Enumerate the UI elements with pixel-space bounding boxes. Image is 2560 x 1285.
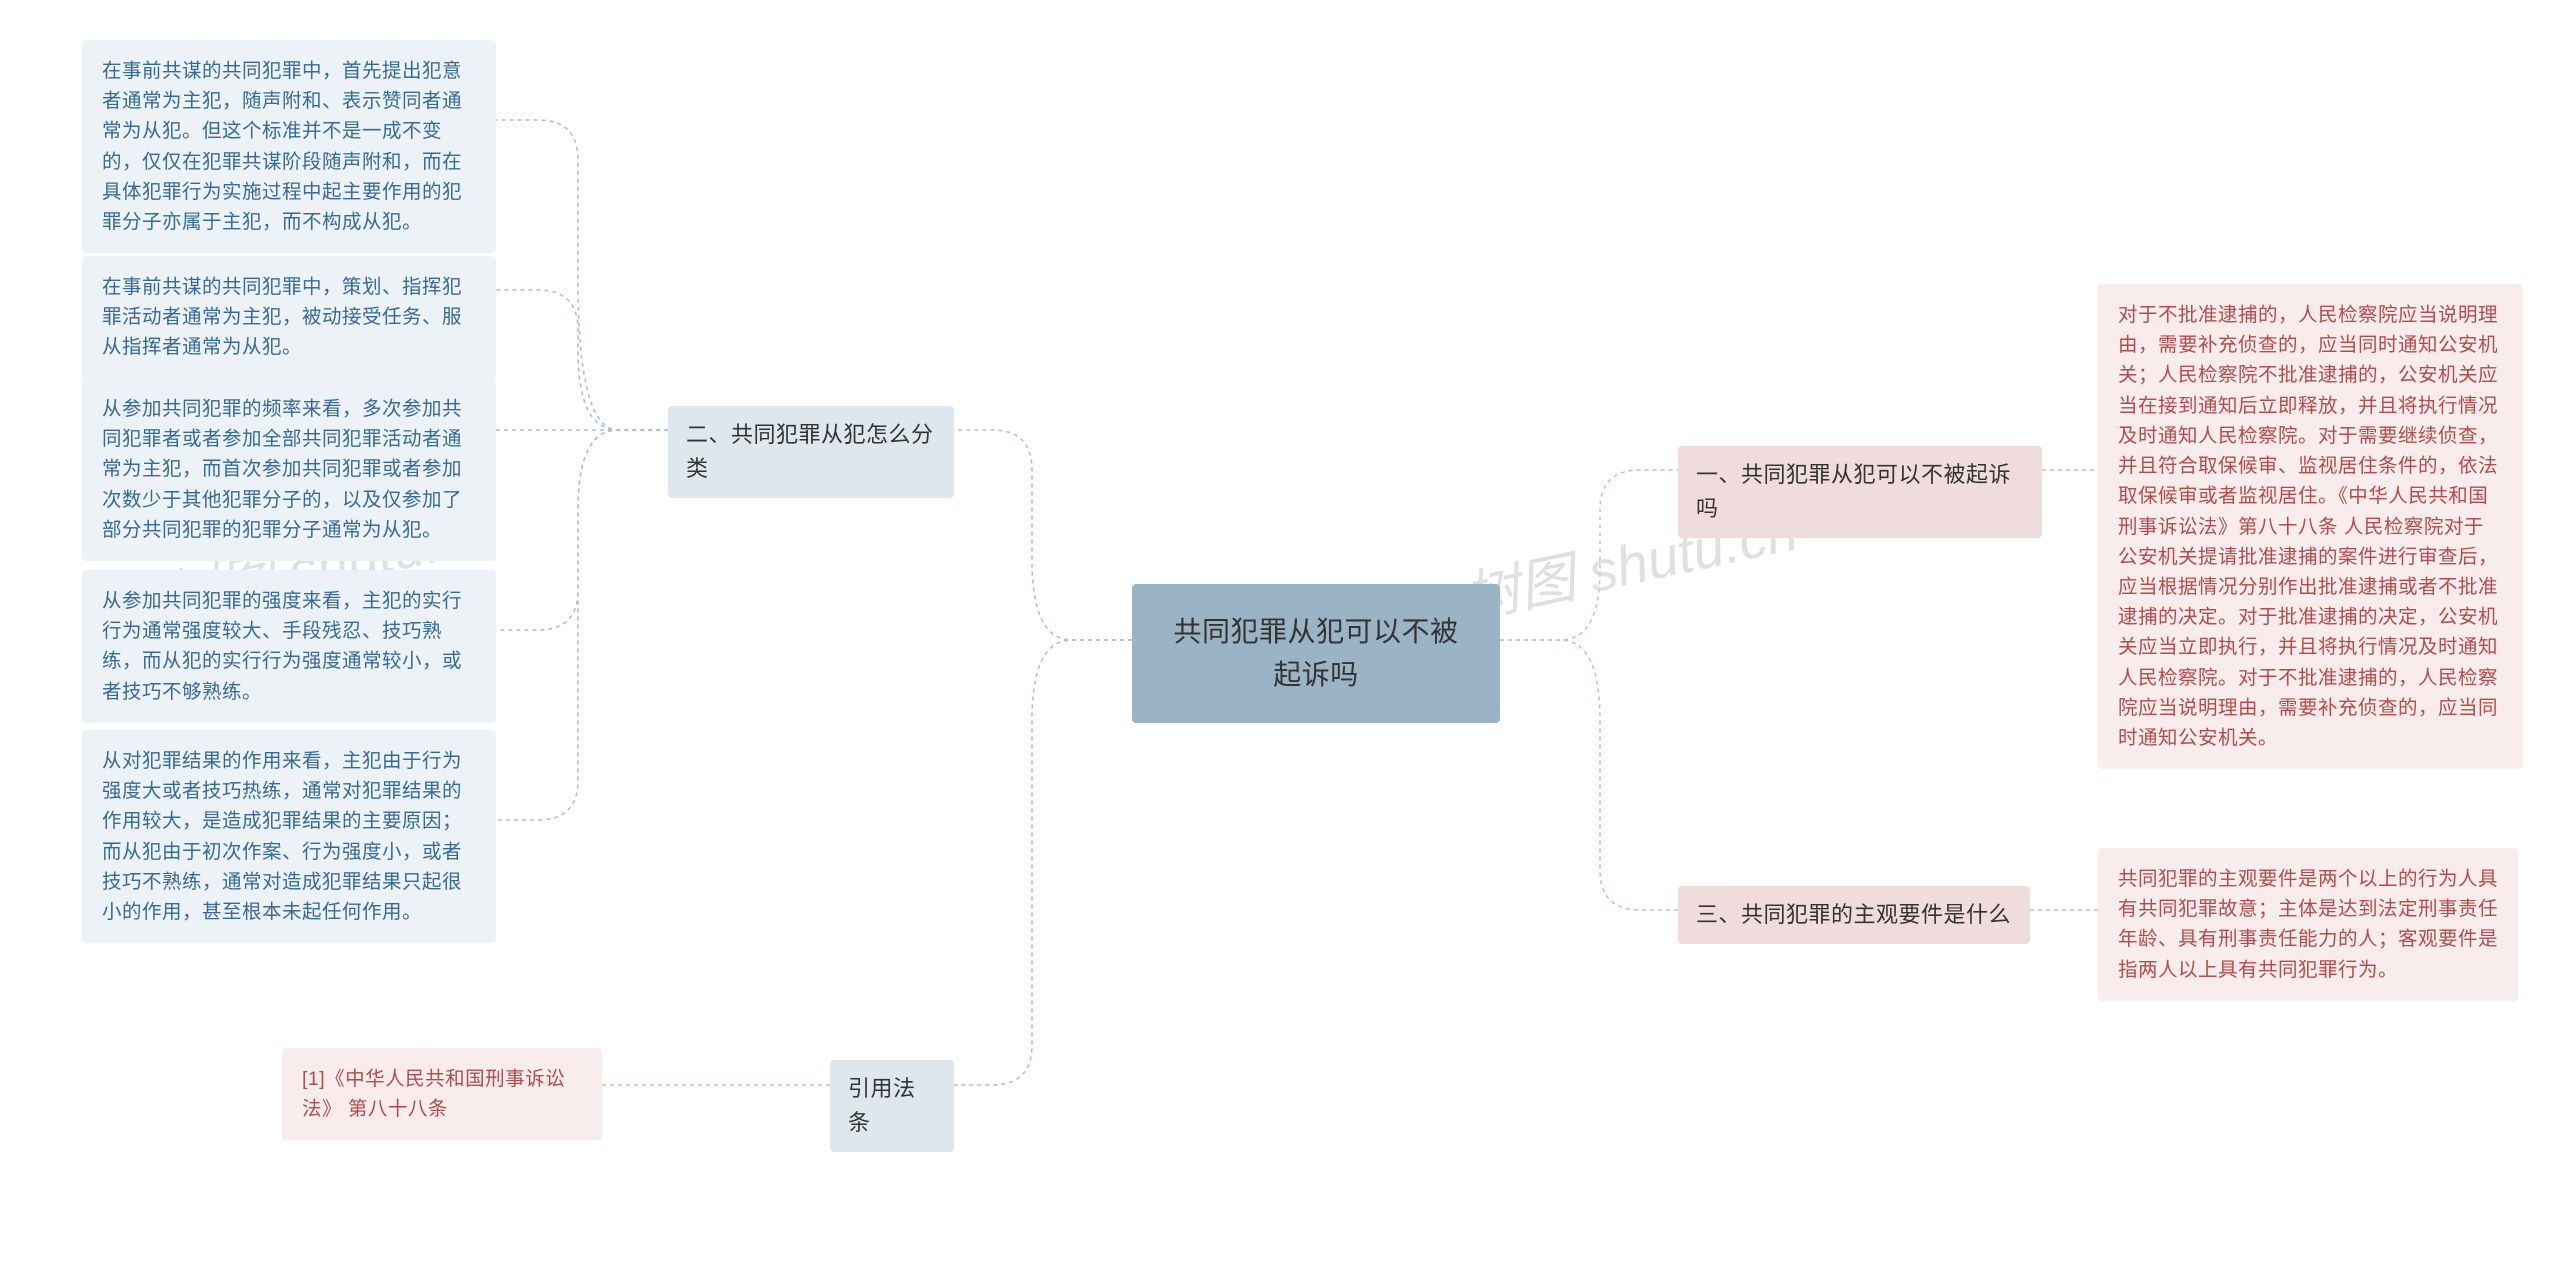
leaf-text: 从参加共同犯罪的频率来看，多次参加共同犯罪者或者参加全部共同犯罪活动者通常为主犯… xyxy=(102,398,462,541)
leaf-left-1-5[interactable]: 从对犯罪结果的作用来看，主犯由于行为强度大或者技巧热练，通常对犯罪结果的作用较大… xyxy=(82,730,496,943)
leaf-right-1-1[interactable]: 对于不批准逮捕的，人民检察院应当说明理由，需要补充侦查的，应当同时通知公安机关；… xyxy=(2098,284,2523,769)
leaf-text: 对于不批准逮捕的，人民检察院应当说明理由，需要补充侦查的，应当同时通知公安机关；… xyxy=(2118,304,2498,749)
leaf-text: 从参加共同犯罪的强度来看，主犯的实行行为通常强度较大、手段残忍、技巧熟练，而从犯… xyxy=(102,590,462,703)
leaf-text: 从对犯罪结果的作用来看，主犯由于行为强度大或者技巧热练，通常对犯罪结果的作用较大… xyxy=(102,750,462,923)
leaf-left-1-2[interactable]: 在事前共谋的共同犯罪中，策划、指挥犯罪活动者通常为主犯，被动接受任务、服从指挥者… xyxy=(82,256,496,379)
center-node[interactable]: 共同犯罪从犯可以不被起诉吗 xyxy=(1132,584,1500,723)
center-label: 共同犯罪从犯可以不被起诉吗 xyxy=(1173,616,1458,690)
branch-label: 三、共同犯罪的主观要件是什么 xyxy=(1696,902,2011,927)
leaf-left-1-4[interactable]: 从参加共同犯罪的强度来看，主犯的实行行为通常强度较大、手段残忍、技巧熟练，而从犯… xyxy=(82,570,496,723)
leaf-text: 在事前共谋的共同犯罪中，首先提出犯意者通常为主犯，随声附和、表示赞同者通常为从犯… xyxy=(102,60,462,233)
leaf-left-1-3[interactable]: 从参加共同犯罪的频率来看，多次参加共同犯罪者或者参加全部共同犯罪活动者通常为主犯… xyxy=(82,378,496,561)
leaf-text: 共同犯罪的主观要件是两个以上的行为人具有共同犯罪故意；主体是达到法定刑事责任年龄… xyxy=(2118,868,2498,981)
branch-left-2[interactable]: 引用法条 xyxy=(830,1060,954,1152)
leaf-text: [1]《中华人民共和国刑事诉讼法》 第八十八条 xyxy=(302,1068,565,1120)
leaf-left-2-1[interactable]: [1]《中华人民共和国刑事诉讼法》 第八十八条 xyxy=(282,1048,602,1140)
branch-label: 一、共同犯罪从犯可以不被起诉吗 xyxy=(1696,462,2011,521)
leaf-right-2-1[interactable]: 共同犯罪的主观要件是两个以上的行为人具有共同犯罪故意；主体是达到法定刑事责任年龄… xyxy=(2098,848,2518,1001)
mindmap-container: 树图 shutu.cn 树图 shutu.cn 共同犯罪从犯可以不被起诉吗 一、… xyxy=(0,0,2560,1285)
branch-right-1[interactable]: 一、共同犯罪从犯可以不被起诉吗 xyxy=(1678,446,2042,538)
leaf-left-1-1[interactable]: 在事前共谋的共同犯罪中，首先提出犯意者通常为主犯，随声附和、表示赞同者通常为从犯… xyxy=(82,40,496,253)
leaf-text: 在事前共谋的共同犯罪中，策划、指挥犯罪活动者通常为主犯，被动接受任务、服从指挥者… xyxy=(102,276,462,358)
branch-left-1[interactable]: 二、共同犯罪从犯怎么分类 xyxy=(668,406,954,498)
branch-label: 二、共同犯罪从犯怎么分类 xyxy=(686,422,934,481)
branch-label: 引用法条 xyxy=(848,1076,916,1135)
branch-right-2[interactable]: 三、共同犯罪的主观要件是什么 xyxy=(1678,886,2030,944)
